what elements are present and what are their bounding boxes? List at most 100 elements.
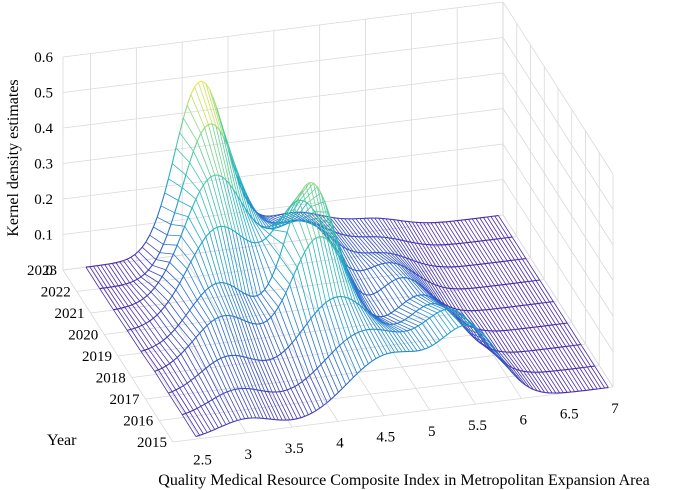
surface-mesh-line <box>148 269 163 277</box>
density-curve-2017 <box>471 335 477 340</box>
density-curve-2022 <box>215 125 221 131</box>
surface-mesh-line <box>269 359 284 392</box>
surface-mesh-line <box>171 295 187 316</box>
density-curve-2022 <box>162 234 168 245</box>
surface-mesh-line <box>468 288 483 311</box>
surface-mesh-line <box>391 238 407 259</box>
density-curve-2019 <box>313 182 318 187</box>
surface-mesh-line <box>244 207 259 243</box>
surface-mesh-line <box>288 346 303 382</box>
side-wall-grid-line <box>502 37 614 210</box>
surface-mesh-line <box>478 241 493 264</box>
density-curve-2021 <box>353 250 358 253</box>
surface-mesh-line <box>525 258 541 281</box>
density-curve-2020 <box>352 268 357 272</box>
surface-mesh-line <box>254 242 269 285</box>
surface-mesh-line <box>346 235 362 254</box>
surface-mesh-line <box>505 351 521 371</box>
density-curve-2019 <box>459 309 464 311</box>
density-curve-2020 <box>217 225 222 228</box>
surface-mesh-line <box>538 371 553 394</box>
surface-mesh-line <box>500 307 516 330</box>
density-curve-2018 <box>292 267 298 277</box>
surface-mesh-line <box>520 351 536 373</box>
density-curve-2015 <box>237 418 242 422</box>
surface-mesh-line <box>128 305 143 326</box>
surface-mesh-line <box>449 311 464 317</box>
x-tick-label: 6 <box>520 413 528 429</box>
density-curve-2016 <box>313 367 318 373</box>
density-curve-2021 <box>357 251 361 254</box>
density-curve-2019 <box>177 319 183 326</box>
density-curve-2021 <box>202 179 208 186</box>
surface-mesh-line <box>390 312 405 321</box>
surface-mesh-line <box>510 260 526 283</box>
density-curve-2021 <box>236 195 242 202</box>
surface-mesh-line <box>269 215 284 223</box>
surface-mesh-line <box>124 306 139 328</box>
density-curve-2017 <box>554 346 559 349</box>
surface-mesh-line <box>531 350 547 372</box>
surface-mesh-line <box>409 298 424 307</box>
back-wall-grid-line <box>62 143 504 200</box>
surface-mesh-line <box>534 371 549 394</box>
density-curve-2018 <box>154 369 159 372</box>
surface-mesh-line <box>411 221 427 245</box>
surface-mesh-line <box>485 240 501 263</box>
density-curve-2023 <box>205 83 211 90</box>
density-curve-2021 <box>154 282 159 288</box>
surface-mesh-line <box>119 261 134 282</box>
surface-mesh-line <box>349 249 364 271</box>
surface-mesh-line <box>385 262 400 279</box>
density-curve-2019 <box>238 289 243 293</box>
surface-mesh-line <box>351 218 367 238</box>
surface-mesh-line <box>289 200 304 224</box>
density-curve-2019 <box>271 266 277 277</box>
density-curve-2020 <box>438 285 443 288</box>
surface-mesh-line <box>213 229 228 284</box>
surface-mesh-line <box>173 360 188 384</box>
surface-mesh-line <box>472 335 487 344</box>
surface-mesh-line <box>406 330 422 351</box>
surface-mesh-line <box>303 328 318 369</box>
density-curve-2018 <box>533 326 538 328</box>
surface-mesh-line <box>576 344 592 367</box>
surface-mesh-line <box>181 187 197 200</box>
density-curve-2021 <box>390 252 395 255</box>
density-curve-2021 <box>244 207 249 214</box>
surface-mesh-line <box>125 283 141 302</box>
density-curve-2020 <box>231 229 237 233</box>
density-curve-2020 <box>182 268 188 277</box>
density-curve-2022 <box>230 154 236 165</box>
density-curve-2015 <box>387 352 392 355</box>
surface-mesh-line <box>209 89 224 138</box>
density-curve-2019 <box>151 344 157 348</box>
surface-mesh-line <box>348 218 363 238</box>
density-curve-2018 <box>540 325 545 327</box>
surface-mesh-line <box>194 86 209 125</box>
surface-mesh-line <box>363 218 378 238</box>
back-wall-grid-line <box>62 179 504 235</box>
density-curve-2021 <box>210 174 215 178</box>
x-tick-label: 5 <box>428 424 436 440</box>
surface-mesh-line <box>218 317 233 356</box>
surface-mesh-line <box>214 319 229 356</box>
density-curve-2020 <box>167 295 173 302</box>
surface-mesh-line <box>159 342 174 361</box>
surface-mesh-line <box>545 302 561 325</box>
density-curve-2019 <box>504 306 509 309</box>
surface-mesh-line <box>438 285 453 309</box>
surface-mesh-line <box>457 319 472 324</box>
surface-mesh-line <box>250 241 266 290</box>
density-curve-2023 <box>141 241 147 248</box>
surface-mesh-line <box>170 224 185 227</box>
side-wall-grid-line <box>502 214 614 388</box>
density-curve-2017 <box>235 354 240 357</box>
surface-mesh-line <box>183 385 198 409</box>
surface-mesh-line <box>530 371 546 393</box>
surface-mesh-line <box>524 351 539 373</box>
surface-mesh-line <box>480 263 496 286</box>
surface-mesh-line <box>573 345 588 368</box>
surface-mesh-line <box>134 328 149 350</box>
surface-mesh-line <box>365 236 381 253</box>
